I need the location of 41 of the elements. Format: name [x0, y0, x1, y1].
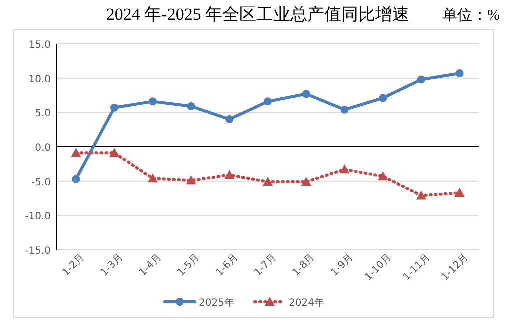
x-tick-label: 1-8月 — [291, 252, 318, 279]
point — [148, 174, 158, 183]
point — [72, 175, 80, 184]
point — [302, 90, 310, 98]
point — [264, 98, 272, 106]
point — [226, 116, 234, 124]
point — [379, 94, 388, 102]
point — [148, 98, 157, 106]
y-tick-label: 15.0 — [28, 40, 51, 51]
y-tick-label: 0.0 — [35, 143, 51, 154]
point — [417, 76, 426, 84]
x-tick-label: 1-7月 — [252, 252, 280, 279]
point — [340, 106, 349, 114]
point — [186, 176, 196, 185]
x-tick-label: 1-6月 — [214, 252, 241, 279]
point — [301, 177, 312, 186]
point — [454, 188, 465, 198]
y-tick-label: 10.0 — [28, 74, 51, 86]
point — [456, 70, 464, 78]
x-tick-label: 1-2月 — [60, 252, 88, 279]
y-tick-label: -15.0 — [25, 246, 51, 257]
legend-label: 2024年 — [289, 297, 324, 309]
chart-title: 2024 年-2025 年全区工业总产值同比增速 — [106, 5, 410, 24]
x-tick-label: 1-9月 — [329, 252, 356, 279]
point — [187, 102, 196, 110]
chart-subtitle: 单位：% — [442, 7, 500, 24]
point — [416, 190, 426, 200]
point — [71, 148, 82, 158]
x-tick-label: 1-5月 — [176, 252, 202, 279]
y-tick-label: -10.0 — [25, 212, 51, 223]
x-tick-label: 1-3月 — [99, 252, 126, 279]
point — [110, 148, 120, 158]
x-tick-label: 1-4月 — [138, 252, 164, 279]
point — [263, 177, 273, 186]
point — [110, 104, 119, 112]
legend-label: 2025年 — [199, 297, 234, 309]
point — [378, 172, 388, 181]
y-tick-label: 5.0 — [35, 108, 51, 120]
point — [224, 170, 235, 180]
point — [340, 164, 350, 174]
y-tick-label: -5.0 — [31, 177, 51, 188]
